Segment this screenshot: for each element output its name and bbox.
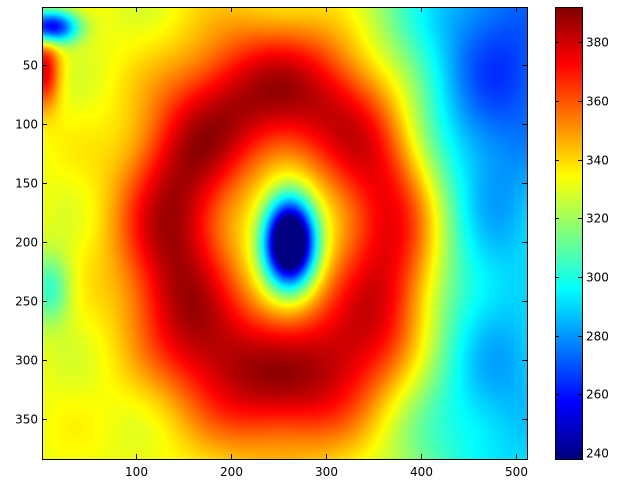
x-tick-label: 500 xyxy=(505,465,528,479)
x-tick-label: 100 xyxy=(125,465,148,479)
y-tick-label: 200 xyxy=(15,236,38,250)
y-tick-label: 350 xyxy=(15,413,38,427)
colorbar-tick-label: 240 xyxy=(586,447,609,461)
colorbar-frame xyxy=(555,7,583,460)
colorbar-tick-label: 260 xyxy=(586,388,609,402)
colorbar-tick-label: 360 xyxy=(586,95,609,109)
colorbar-gradient xyxy=(555,7,582,459)
y-tick-label: 50 xyxy=(23,59,38,73)
colorbar-tick-label: 280 xyxy=(586,330,609,344)
colorbar-tick-label: 300 xyxy=(586,271,609,285)
x-tick-label: 300 xyxy=(315,465,338,479)
y-tick-label: 150 xyxy=(15,177,38,191)
y-tick-label: 300 xyxy=(15,354,38,368)
heatmap-image xyxy=(42,7,527,459)
x-tick-label: 200 xyxy=(220,465,243,479)
colorbar-tick-label: 380 xyxy=(586,36,609,50)
y-tick-label: 100 xyxy=(15,118,38,132)
colorbar-tick-label: 320 xyxy=(586,212,609,226)
plot-frame xyxy=(42,7,528,460)
y-tick-label: 250 xyxy=(15,295,38,309)
x-tick-label: 400 xyxy=(410,465,433,479)
colorbar-tick-label: 340 xyxy=(586,154,609,168)
